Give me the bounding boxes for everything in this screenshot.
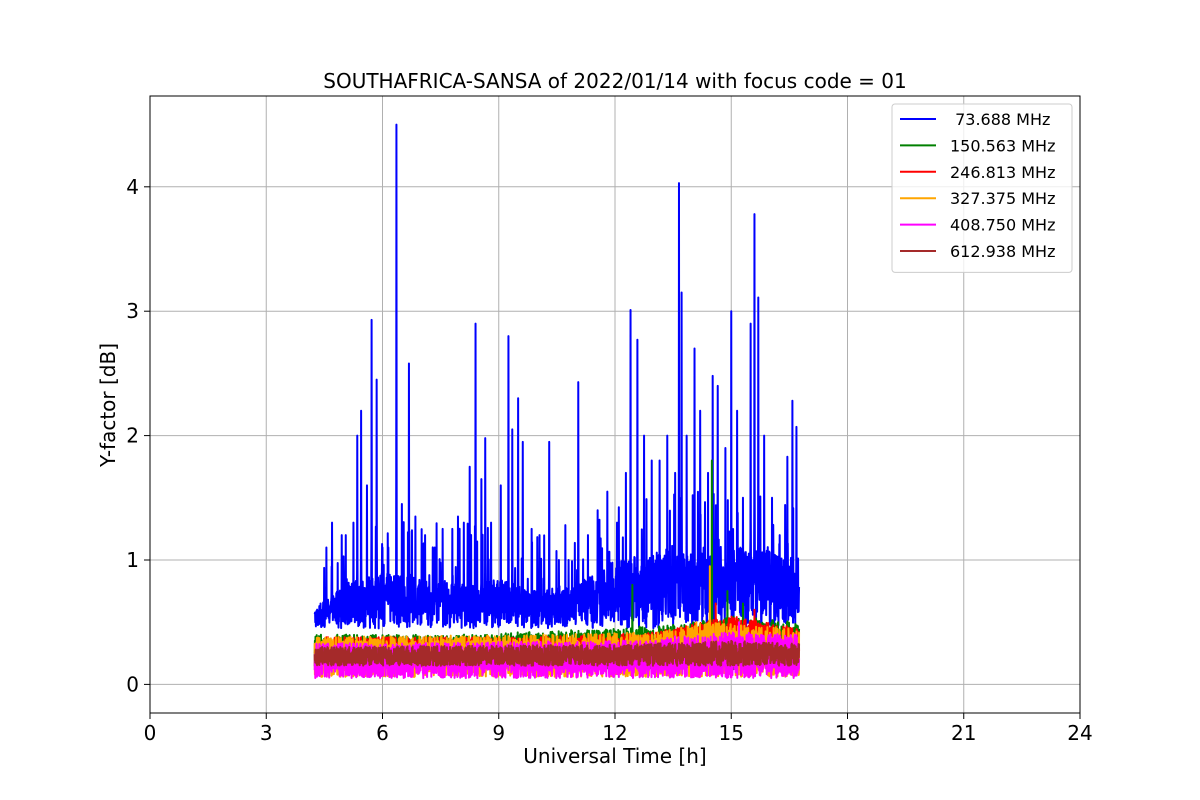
x-tick-label: 3 [260, 721, 273, 745]
y-tick-label: 4 [126, 175, 139, 199]
x-axis-label: Universal Time [h] [523, 744, 706, 768]
x-tick-label: 24 [1067, 721, 1092, 745]
legend-label: 150.563 MHz [950, 136, 1055, 155]
y-tick-label: 0 [126, 672, 139, 696]
y-tick-label: 3 [126, 299, 139, 323]
legend-label: 246.813 MHz [950, 163, 1055, 182]
plot-series [313, 123, 801, 680]
x-tick-label: 6 [376, 721, 389, 745]
legend: 73.688 MHz 150.563 MHz 246.813 MHz 327.375 … [891, 103, 1073, 273]
legend-label: 73.688 MHz [950, 110, 1050, 129]
x-tick-label: 18 [835, 721, 860, 745]
legend-label: 408.750 MHz [950, 216, 1055, 235]
y-tick-label: 2 [126, 424, 139, 448]
x-tick-label: 12 [602, 721, 627, 745]
series-line [313, 639, 801, 667]
x-tick-label: 21 [951, 721, 976, 745]
y-axis-label: Y-factor [dB] [96, 343, 120, 468]
y-tick-label: 1 [126, 548, 139, 572]
chart-title: SOUTHAFRICA-SANSA of 2022/01/14 with foc… [323, 69, 907, 93]
series-line [313, 123, 801, 630]
x-tick-label: 9 [492, 721, 505, 745]
legend-label: 612.938 MHz [950, 242, 1055, 261]
legend-label: 327.375 MHz [950, 189, 1055, 208]
legend-box [891, 103, 1073, 273]
x-tick-label: 0 [144, 721, 157, 745]
x-tick-label: 15 [719, 721, 744, 745]
